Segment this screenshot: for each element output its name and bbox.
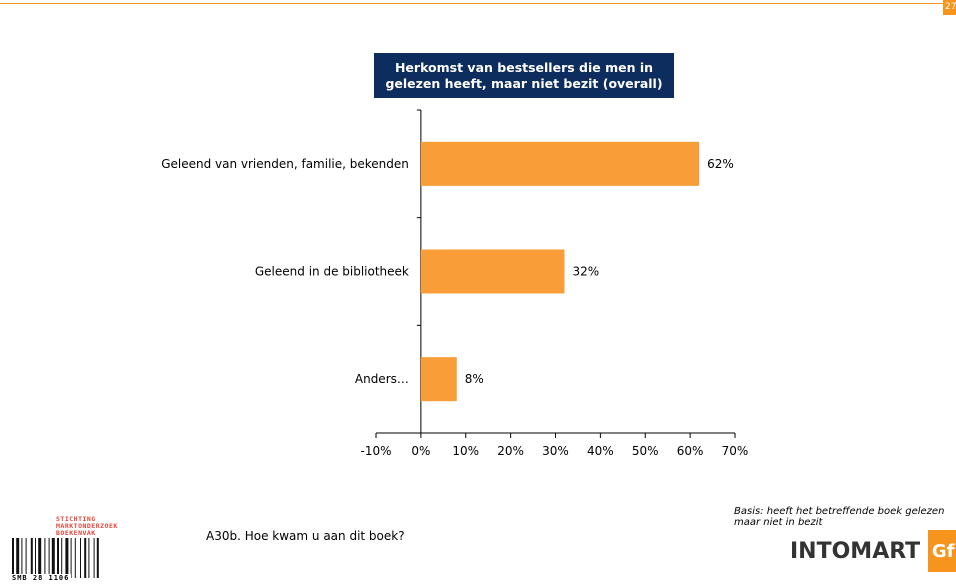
bar [420, 357, 457, 402]
intomart-gfk-logo: INTOMART GfK [790, 530, 956, 572]
category-label: Anders… [355, 372, 409, 386]
smb-logo: STICHTING MARKTONDERZOEK BOEKENVAK SMB 2… [10, 512, 150, 584]
category-label: Geleend in de bibliotheek [255, 265, 409, 279]
category-label: Geleend van vrienden, familie, bekenden [161, 157, 409, 171]
chart-title: Herkomst van bestsellers die men in gele… [374, 53, 674, 98]
x-tick-label: -10% [360, 444, 391, 458]
x-tick-label: 30% [542, 444, 569, 458]
top-divider [0, 3, 943, 4]
x-tick-label: 20% [497, 444, 524, 458]
x-tick-label: 10% [452, 444, 479, 458]
x-tick-label: 70% [722, 444, 749, 458]
gfk-wordmark: GfK [928, 530, 956, 572]
survey-question: A30b. Hoe kwam u aan dit boek? [206, 529, 405, 543]
smb-code: SMB 28 1106 [10, 574, 72, 582]
bar [420, 249, 565, 294]
barcode-icon [12, 538, 99, 578]
smb-logo-text: STICHTING MARKTONDERZOEK BOEKENVAK [56, 515, 118, 537]
data-label: 8% [465, 372, 484, 386]
basis-note: Basis: heeft het betreffende boek geleze… [734, 506, 945, 528]
bar [420, 141, 700, 186]
x-tick-label: 50% [632, 444, 659, 458]
data-label: 62% [707, 157, 734, 171]
page-number: 27 [943, 0, 956, 15]
intomart-wordmark: INTOMART [790, 538, 921, 564]
data-label: 32% [572, 265, 599, 279]
x-tick-label: 40% [587, 444, 614, 458]
x-tick-label: 0% [411, 444, 430, 458]
x-tick-label: 60% [677, 444, 704, 458]
